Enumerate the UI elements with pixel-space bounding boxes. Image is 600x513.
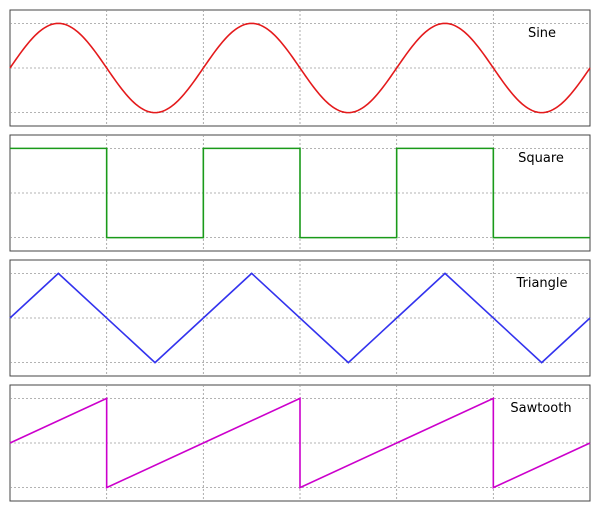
triangle-wave-line [9,272,591,364]
sine-wave-line [9,22,591,114]
panel-sine: Sine [9,9,591,127]
square-label: Square [518,151,564,166]
panel-sawtooth: Sawtooth [9,384,591,502]
panel-triangle: Triangle [9,259,591,377]
panel-square: Square [9,134,591,252]
sawtooth-wave-line [9,397,591,489]
triangle-label: Triangle [515,276,567,291]
sawtooth-label: Sawtooth [510,401,571,416]
square-wave-line [10,147,590,239]
sine-label: Sine [528,26,556,41]
